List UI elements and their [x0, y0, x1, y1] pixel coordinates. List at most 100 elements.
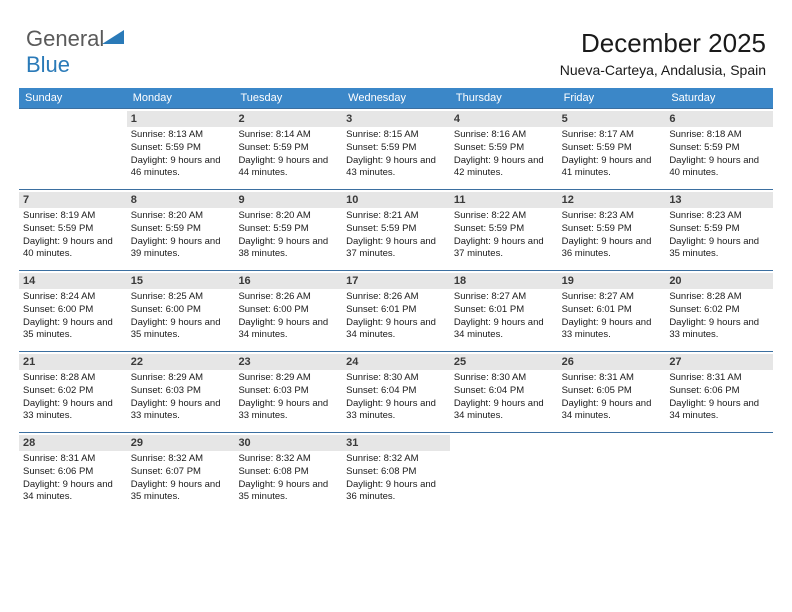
day-number: 28 — [19, 435, 127, 451]
day-cell: 17Sunrise: 8:26 AMSunset: 6:01 PMDayligh… — [342, 271, 450, 351]
day-cell: . — [450, 433, 558, 513]
day-cell: 25Sunrise: 8:30 AMSunset: 6:04 PMDayligh… — [450, 352, 558, 432]
day-number: 23 — [234, 354, 342, 370]
day-details: Sunrise: 8:17 AMSunset: 5:59 PMDaylight:… — [562, 129, 662, 180]
day-details: Sunrise: 8:32 AMSunset: 6:08 PMDaylight:… — [238, 453, 338, 504]
day-details: Sunrise: 8:15 AMSunset: 5:59 PMDaylight:… — [346, 129, 446, 180]
day-cell: 6Sunrise: 8:18 AMSunset: 5:59 PMDaylight… — [665, 109, 773, 189]
weekday-header: Monday — [127, 88, 235, 108]
day-cell: 27 Sunrise: 8:31 AMSunset: 6:06 PMDayligh… — [665, 352, 773, 432]
weekday-header: Thursday — [450, 88, 558, 108]
day-details: Sunrise: 8:26 AMSunset: 6:00 PMDaylight:… — [238, 291, 338, 342]
day-number: 6 — [665, 111, 773, 127]
day-details: Sunrise: 8:26 AMSunset: 6:01 PMDaylight:… — [346, 291, 446, 342]
day-cell: 30 Sunrise: 8:32 AMSunset: 6:08 PMDayligh… — [234, 433, 342, 513]
weekday-header-row: SundayMondayTuesdayWednesdayThursdayFrid… — [19, 88, 773, 108]
day-cell: 8Sunrise: 8:20 AMSunset: 5:59 PMDaylight… — [127, 190, 235, 270]
day-number: 7 — [19, 192, 127, 208]
weekday-header: Sunday — [19, 88, 127, 108]
day-cell: 26 Sunrise: 8:31 AMSunset: 6:05 PMDayligh… — [558, 352, 666, 432]
day-number: 24 — [342, 354, 450, 370]
weekday-header: Saturday — [665, 88, 773, 108]
weeks-container: .1Sunrise: 8:13 AMSunset: 5:59 PMDayligh… — [19, 108, 773, 513]
day-details: Sunrise: 8:16 AMSunset: 5:59 PMDaylight:… — [454, 129, 554, 180]
day-cell: 15Sunrise: 8:25 AMSunset: 6:00 PMDayligh… — [127, 271, 235, 351]
day-details: Sunrise: 8:27 AMSunset: 6:01 PMDaylight:… — [454, 291, 554, 342]
day-number: 25 — [450, 354, 558, 370]
logo-word1: General — [26, 26, 104, 51]
week-row: 14 Sunrise: 8:24 AMSunset: 6:00 PMDayligh… — [19, 270, 773, 351]
day-cell: 13Sunrise: 8:23 AMSunset: 5:59 PMDayligh… — [665, 190, 773, 270]
day-cell: 23 Sunrise: 8:29 AMSunset: 6:03 PMDayligh… — [234, 352, 342, 432]
day-number: 2 — [234, 111, 342, 127]
day-details: Sunrise: 8:20 AMSunset: 5:59 PMDaylight:… — [131, 210, 231, 261]
week-row: 7 Sunrise: 8:19 AMSunset: 5:59 PMDaylight… — [19, 189, 773, 270]
day-cell: 3 Sunrise: 8:15 AMSunset: 5:59 PMDaylight… — [342, 109, 450, 189]
day-number: 5 — [558, 111, 666, 127]
day-details: Sunrise: 8:31 AMSunset: 6:06 PMDaylight:… — [669, 372, 769, 423]
day-cell: 10Sunrise: 8:21 AMSunset: 5:59 PMDayligh… — [342, 190, 450, 270]
day-cell: 4 Sunrise: 8:16 AMSunset: 5:59 PMDaylight… — [450, 109, 558, 189]
day-number: 30 — [234, 435, 342, 451]
day-details: Sunrise: 8:13 AMSunset: 5:59 PMDaylight:… — [131, 129, 231, 180]
day-cell: 2 Sunrise: 8:14 AMSunset: 5:59 PMDaylight… — [234, 109, 342, 189]
day-details: Sunrise: 8:32 AMSunset: 6:08 PMDaylight:… — [346, 453, 446, 504]
day-cell: 7 Sunrise: 8:19 AMSunset: 5:59 PMDaylight… — [19, 190, 127, 270]
logo-word2: Blue — [26, 52, 70, 77]
week-row: 28 Sunrise: 8:31 AMSunset: 6:06 PMDayligh… — [19, 432, 773, 513]
day-number: 1 — [127, 111, 235, 127]
day-details: Sunrise: 8:28 AMSunset: 6:02 PMDaylight:… — [669, 291, 769, 342]
day-cell: 29 Sunrise: 8:32 AMSunset: 6:07 PMDayligh… — [127, 433, 235, 513]
weekday-header: Wednesday — [342, 88, 450, 108]
day-details: Sunrise: 8:24 AMSunset: 6:00 PMDaylight:… — [23, 291, 123, 342]
day-cell: 24 Sunrise: 8:30 AMSunset: 6:04 PMDayligh… — [342, 352, 450, 432]
day-number: 12 — [558, 192, 666, 208]
day-details: Sunrise: 8:30 AMSunset: 6:04 PMDaylight:… — [346, 372, 446, 423]
day-number: 20 — [665, 273, 773, 289]
location-subtitle: Nueva-Carteya, Andalusia, Spain — [560, 62, 766, 78]
day-number: 27 — [665, 354, 773, 370]
day-details: Sunrise: 8:23 AMSunset: 5:59 PMDaylight:… — [669, 210, 769, 261]
day-cell: 5 Sunrise: 8:17 AMSunset: 5:59 PMDaylight… — [558, 109, 666, 189]
weekday-header: Friday — [558, 88, 666, 108]
logo-triangle-icon — [102, 30, 124, 46]
day-details: Sunrise: 8:29 AMSunset: 6:03 PMDaylight:… — [131, 372, 231, 423]
day-number: 4 — [450, 111, 558, 127]
day-details: Sunrise: 8:28 AMSunset: 6:02 PMDaylight:… — [23, 372, 123, 423]
day-number: 9 — [234, 192, 342, 208]
day-cell: 1 Sunrise: 8:13 AMSunset: 5:59 PMDaylight… — [127, 109, 235, 189]
day-details: Sunrise: 8:29 AMSunset: 6:03 PMDaylight:… — [238, 372, 338, 423]
day-cell: 20 Sunrise: 8:28 AMSunset: 6:02 PMDayligh… — [665, 271, 773, 351]
day-number: 11 — [450, 192, 558, 208]
day-details: Sunrise: 8:32 AMSunset: 6:07 PMDaylight:… — [131, 453, 231, 504]
day-number: 14 — [19, 273, 127, 289]
day-cell: 21Sunrise: 8:28 AMSunset: 6:02 PMDayligh… — [19, 352, 127, 432]
day-cell: . — [558, 433, 666, 513]
weekday-header: Tuesday — [234, 88, 342, 108]
day-cell: 14 Sunrise: 8:24 AMSunset: 6:00 PMDayligh… — [19, 271, 127, 351]
day-number: 3 — [342, 111, 450, 127]
day-details: Sunrise: 8:25 AMSunset: 6:00 PMDaylight:… — [131, 291, 231, 342]
day-details: Sunrise: 8:23 AMSunset: 5:59 PMDaylight:… — [562, 210, 662, 261]
day-number: 18 — [450, 273, 558, 289]
day-number: 26 — [558, 354, 666, 370]
day-details: Sunrise: 8:22 AMSunset: 5:59 PMDaylight:… — [454, 210, 554, 261]
day-cell: . — [19, 109, 127, 189]
week-row: .1 Sunrise: 8:13 AMSunset: 5:59 PMDayligh… — [19, 108, 773, 189]
day-number: 19 — [558, 273, 666, 289]
day-details: Sunrise: 8:19 AMSunset: 5:59 PMDaylight:… — [23, 210, 123, 261]
day-cell: . — [665, 433, 773, 513]
day-details: Sunrise: 8:20 AMSunset: 5:59 PMDaylight:… — [238, 210, 338, 261]
day-number: 10 — [342, 192, 450, 208]
day-number: 22 — [127, 354, 235, 370]
day-details: Sunrise: 8:31 AMSunset: 6:06 PMDaylight:… — [23, 453, 123, 504]
day-cell: 19 Sunrise: 8:27 AMSunset: 6:01 PMDayligh… — [558, 271, 666, 351]
week-row: 21Sunrise: 8:28 AMSunset: 6:02 PMDayligh… — [19, 351, 773, 432]
day-details: Sunrise: 8:14 AMSunset: 5:59 PMDaylight:… — [238, 129, 338, 180]
day-details: Sunrise: 8:31 AMSunset: 6:05 PMDaylight:… — [562, 372, 662, 423]
day-cell: 22 Sunrise: 8:29 AMSunset: 6:03 PMDayligh… — [127, 352, 235, 432]
day-cell: 16Sunrise: 8:26 AMSunset: 6:00 PMDayligh… — [234, 271, 342, 351]
day-cell: 9 Sunrise: 8:20 AMSunset: 5:59 PMDaylight… — [234, 190, 342, 270]
day-details: Sunrise: 8:27 AMSunset: 6:01 PMDaylight:… — [562, 291, 662, 342]
day-number: 29 — [127, 435, 235, 451]
